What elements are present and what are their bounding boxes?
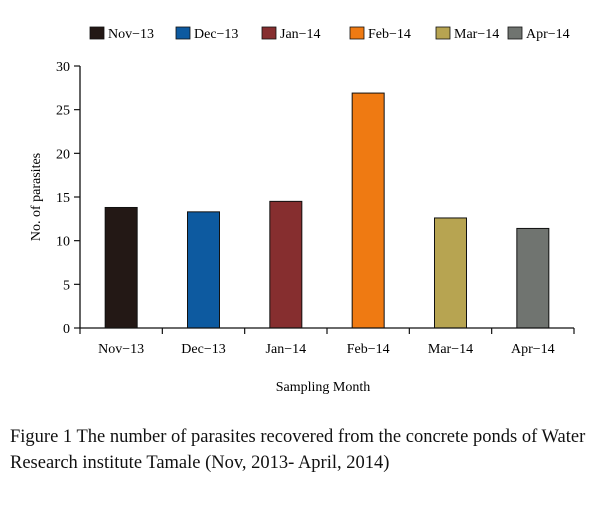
legend-swatch [435,26,451,40]
legend-swatch [175,26,191,40]
legend-label: Jan−14 [280,27,321,42]
bar [187,211,220,329]
bar [434,217,467,329]
y-tick-label: 0 [63,322,70,337]
bar-chart: Nov−13 Dec−13 Jan−14 Feb−14 Mar−14 Apr−14 0 5 1… [29,26,575,395]
legend-label: Dec−13 [194,27,238,42]
y-tick-label: 15 [56,191,70,206]
legend-label: Mar−14 [454,27,499,42]
legend-label: Nov−13 [108,27,154,42]
bars [104,92,550,329]
legend-label: Apr−14 [526,27,570,42]
x-axis-label: Sampling Month [276,380,371,395]
bar [269,200,303,329]
y-tick-label: 5 [63,278,70,293]
x-tick-label: Feb−14 [347,342,390,357]
legend-swatch [261,26,277,40]
x-tick-label: Apr−14 [511,342,555,357]
x-tick-label: Mar−14 [428,342,473,357]
figure-caption: Figure 1 The number of parasites recover… [10,427,586,473]
bar [516,227,550,329]
x-tick-label: Jan−14 [266,342,307,357]
legend-swatch [507,26,523,40]
x-tick-label: Dec−13 [181,342,225,357]
legend: Nov−13 Dec−13 Jan−14 Feb−14 Mar−14 Apr−14 [89,26,570,42]
y-tick-label: 10 [56,235,70,250]
legend-label: Feb−14 [368,27,411,42]
legend-swatch [89,26,105,40]
axes: 0 5 10 15 20 25 30 Nov−13 Dec−13 Jan−14 Feb−14 Mar−… [56,60,575,357]
y-tick-label: 20 [56,147,70,162]
y-tick-label: 30 [56,60,70,75]
legend-swatch [349,26,365,40]
x-tick-label: Nov−13 [98,342,144,357]
bar [351,92,385,329]
y-tick-label: 25 [56,104,70,119]
y-axis-label: No. of parasites [29,153,44,241]
bar [104,206,138,329]
